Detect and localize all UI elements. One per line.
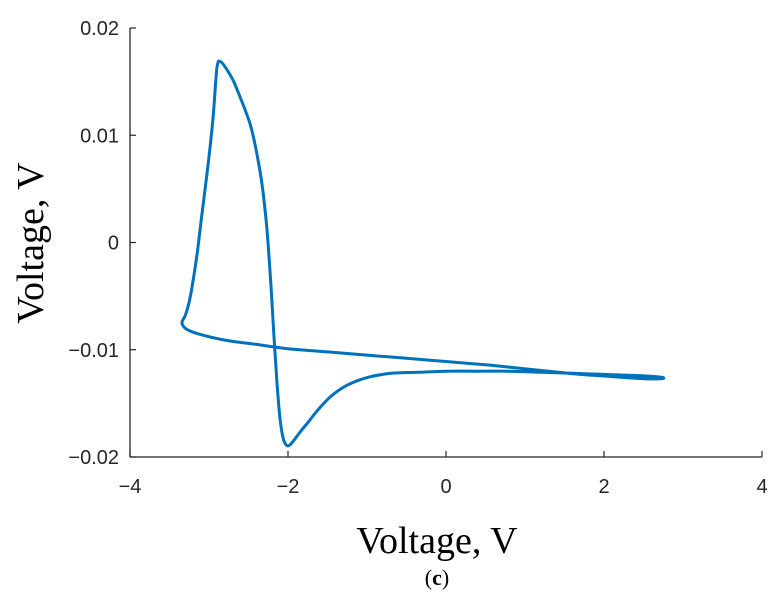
x-tick-label: −4 [119,476,142,498]
x-tick-label: 2 [598,476,609,498]
panel-label: (c) [425,565,449,590]
ticks: −4 −2 0 2 4 −0.02 −0.01 0 0.01 0.02 [68,18,767,498]
x-tick-label: 4 [756,476,767,498]
series-line [180,59,666,448]
y-tick-label: 0.01 [80,125,119,147]
y-tick-label: −0.01 [68,340,119,362]
x-tick-label: −2 [277,476,300,498]
x-tick-label: 0 [440,476,451,498]
axes [129,28,762,458]
y-tick-label: −0.02 [68,447,119,469]
y-axis-title: Voltage, V [10,162,52,324]
panel-label-letter: c [432,565,442,590]
y-tick-label: 0.02 [80,18,119,40]
series-group [180,59,666,448]
x-axis-title: Voltage, V [356,520,518,562]
y-tick-label: 0 [108,233,119,255]
